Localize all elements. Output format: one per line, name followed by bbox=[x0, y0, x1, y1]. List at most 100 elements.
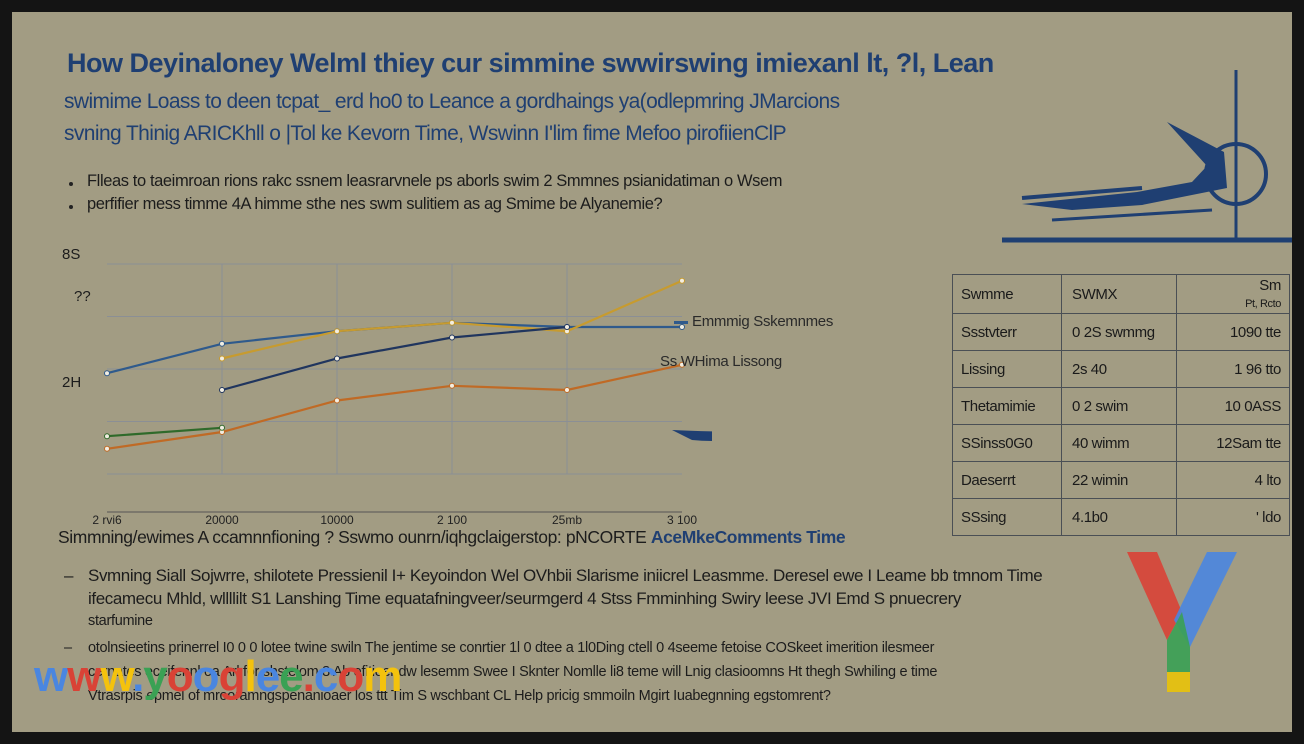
subtitle-line-2: svning Thinig ARICKhll o |Tol ke Kevorn … bbox=[64, 122, 787, 145]
lower-bullet-2-line-3: Vtrasrpis epmel of mrooramngspenanioaer … bbox=[88, 688, 831, 704]
bullet-marker bbox=[69, 182, 73, 186]
watermark-letter: o bbox=[337, 652, 364, 701]
bullet-marker bbox=[69, 205, 73, 209]
y-axis-label-mid1: ?? bbox=[74, 288, 91, 305]
data-point bbox=[334, 355, 340, 362]
lower-bullet-2-dash: – bbox=[64, 640, 72, 656]
x-tick-label: 3 100 bbox=[667, 513, 697, 527]
lower-bullet-1-line-2: ifecamecu Mhld, wllllilt S1 Lanshing Tim… bbox=[88, 589, 961, 608]
stats-table: Swmme SWMX Sm Pt, Rcto Ssstvterr 0 2S swm… bbox=[952, 274, 1290, 536]
x-tick-label: 25mb bbox=[552, 513, 582, 527]
data-point bbox=[334, 397, 340, 404]
data-point bbox=[219, 424, 225, 431]
x-tick-label: 20000 bbox=[205, 513, 239, 527]
watermark-letter: c bbox=[313, 652, 339, 701]
subtitle-line-1: swimime Loass to deen tcpat_ erd ho0 to … bbox=[64, 90, 840, 113]
table-cell: 1 96 tto bbox=[1176, 350, 1290, 388]
wave-mark bbox=[672, 430, 712, 441]
watermark-letter: l bbox=[244, 652, 256, 701]
table-row: Lissing 2s 40 1 96 tto bbox=[952, 350, 1290, 388]
bullet-1: Flleas to taeimroan rions rakc ssnem lea… bbox=[87, 172, 783, 190]
table-cell: 0 2 swim bbox=[1061, 387, 1177, 425]
table-cell: SSinss0G0 bbox=[952, 424, 1062, 462]
table-header-note: Pt, Rcto bbox=[1245, 298, 1281, 310]
table-header-row: Swmme SWMX Sm Pt, Rcto bbox=[952, 274, 1290, 314]
table-cell: 4.1b0 bbox=[1061, 498, 1177, 536]
table-cell: 0 2S swmmg bbox=[1061, 313, 1177, 351]
watermark-text: www.yooglee.com bbox=[34, 652, 402, 702]
data-point bbox=[679, 361, 685, 368]
page-title: How Deyinaloney Welml thiey cur simmine … bbox=[67, 48, 994, 78]
data-point bbox=[449, 382, 455, 389]
data-point bbox=[104, 433, 110, 440]
swimmer-illustration bbox=[1002, 70, 1292, 243]
data-point bbox=[449, 319, 455, 326]
table-header-cell: Swmme bbox=[952, 274, 1062, 314]
table-cell: 1090 tte bbox=[1176, 313, 1290, 351]
table-cell: Daeserrt bbox=[952, 461, 1062, 499]
table-cell: 40 wimm bbox=[1061, 424, 1177, 462]
watermark-label: www.yooglee.com bbox=[34, 652, 402, 701]
data-point bbox=[564, 387, 570, 393]
line-chart: 2 rvi6 20000 10000 2 100 25mb 3 100 bbox=[92, 263, 712, 527]
watermark-letter: m bbox=[363, 652, 402, 701]
lower-bullet-2-line-2: cernates eceifennl oa Arl for shstelom 8… bbox=[88, 664, 938, 680]
table-cell: ' ldo bbox=[1176, 498, 1290, 536]
table-header-label: Sm bbox=[1259, 277, 1281, 294]
data-point bbox=[449, 334, 455, 341]
table-row: Ssstvterr 0 2S swmmg 1090 tte bbox=[952, 313, 1290, 351]
table-row: Daeserrt 22 wimin 4 lto bbox=[952, 461, 1290, 499]
table-cell: 2s 40 bbox=[1061, 350, 1177, 388]
chart-caption-text: Simmning/ewimes A ccamnnfioning ? Sswmo … bbox=[58, 527, 647, 547]
table-cell: 22 wimin bbox=[1061, 461, 1177, 499]
watermark-letter: w bbox=[34, 652, 68, 701]
table-cell: Ssstvterr bbox=[952, 313, 1062, 351]
data-point bbox=[104, 370, 110, 377]
series-line-3 bbox=[221, 325, 568, 392]
watermark-letter: w bbox=[67, 652, 101, 701]
table-cell: Thetamimie bbox=[952, 387, 1062, 425]
table-cell: Lissing bbox=[952, 350, 1062, 388]
table-cell: 12Sam tte bbox=[1176, 424, 1290, 462]
x-tick-label: 10000 bbox=[320, 513, 354, 527]
legend-item-1: Emmmig Sskemnmes bbox=[674, 313, 833, 330]
data-point bbox=[679, 277, 685, 284]
table-row: SSinss0G0 40 wimm 12Sam tte bbox=[952, 424, 1290, 462]
legend-item-2: Ss WHima Lissong bbox=[660, 353, 782, 370]
chart-caption-emphasis: AceMkeComments Time bbox=[650, 527, 846, 547]
data-point bbox=[564, 324, 570, 330]
data-point bbox=[219, 355, 225, 362]
legend-label-1: Emmmig Sskemnmes bbox=[692, 313, 834, 330]
data-point bbox=[679, 324, 685, 330]
slide: { "slide": { "title": "How Deyinaloney W… bbox=[12, 12, 1292, 732]
data-point bbox=[219, 387, 225, 393]
data-point bbox=[104, 445, 110, 452]
watermark-letter: . bbox=[302, 652, 315, 701]
table-row: SSsing 4.1b0 ' ldo bbox=[952, 498, 1290, 536]
table-cell: SSsing bbox=[952, 498, 1062, 536]
series-line-4 bbox=[106, 363, 683, 450]
lower-bullet-1-dash: – bbox=[64, 566, 74, 585]
series-line-5 bbox=[106, 426, 223, 438]
legend-label-2: Ss WHima Lissong bbox=[660, 353, 782, 370]
lower-bullet-2-line-1: otolnsieetins prinerrel I0 0 0 lotee twi… bbox=[88, 640, 935, 656]
x-tick-label: 2 100 bbox=[437, 513, 467, 527]
data-point bbox=[334, 328, 340, 335]
table-cell: 10 0ASS bbox=[1176, 387, 1290, 425]
y-axis-label-mid2: 2H bbox=[62, 374, 82, 391]
watermark-logo-icon bbox=[1127, 552, 1237, 692]
chart-caption: Simmning/ewimes A ccamnnfioning ? Sswmo … bbox=[58, 527, 846, 548]
table-cell: 4 lto bbox=[1176, 461, 1290, 499]
lower-bullet-1-line-1: Svmning Siall Sojwrre, shilotete Pressie… bbox=[88, 566, 1043, 585]
table-row: Thetamimie 0 2 swim 10 0ASS bbox=[952, 387, 1290, 425]
legend-swatch-1 bbox=[674, 320, 688, 324]
y-axis-label-top: 8S bbox=[62, 246, 81, 263]
watermark-letter: e bbox=[255, 652, 281, 701]
bullet-2: perfifier mess timme 4A himme sthe nes s… bbox=[87, 195, 663, 213]
watermark-letter: g bbox=[218, 652, 246, 701]
lower-bullet-1-line-3: starfumine bbox=[88, 613, 153, 629]
data-point bbox=[219, 340, 225, 347]
x-tick-label: 2 rvi6 bbox=[92, 513, 122, 527]
watermark-letter: w bbox=[100, 652, 133, 701]
watermark-letter: o bbox=[166, 652, 194, 701]
